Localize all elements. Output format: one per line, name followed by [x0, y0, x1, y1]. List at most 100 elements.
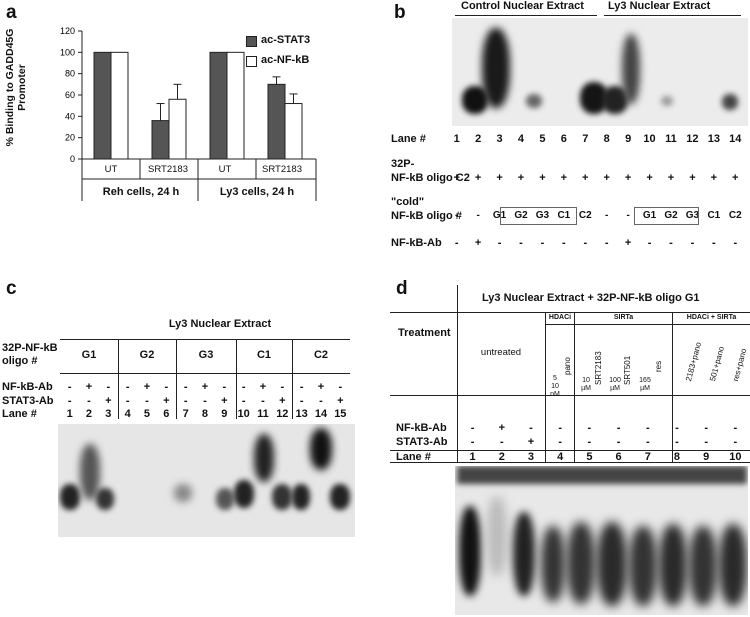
bar: [110, 51, 129, 160]
panel-b-cold-label-2: NF-kB oligo #: [391, 210, 462, 222]
panel-b-lane-label: Lane #: [391, 133, 426, 145]
stat3-ab-mark: -: [675, 436, 679, 448]
stat3-ab-mark: -: [704, 436, 709, 448]
panel-c-lane-label: Lane #: [2, 408, 37, 420]
legend-swatch-stat3: [246, 36, 257, 47]
panel-c-group: G3: [198, 349, 214, 361]
y-tick-label: 20: [65, 133, 75, 143]
lane-number: 14: [314, 408, 328, 420]
cold-oligo-mark: -: [455, 210, 459, 221]
stat3-ab-mark: +: [279, 395, 286, 407]
probe-mark: +: [582, 172, 589, 184]
panel-b-header-right: Ly3 Nuclear Extract: [608, 0, 711, 12]
panel-c-group: G2: [139, 349, 155, 361]
lane-number: 11: [665, 133, 677, 145]
bar: [284, 103, 303, 160]
panel-c-letter: c: [6, 278, 17, 299]
stat3-ab-mark: +: [527, 436, 535, 448]
stat3-ab-mark: -: [558, 436, 563, 448]
nfkb-ab-mark: -: [280, 381, 285, 393]
lane-number: 7: [582, 133, 589, 145]
nfkb-ab-mark: -: [164, 381, 169, 393]
cold-oligo-mark: -: [605, 210, 609, 221]
panel-a-ylabel: % Binding to GADD45G Promoter: [4, 28, 28, 147]
lane-number: 12: [686, 133, 699, 145]
y-tick-label: 40: [65, 111, 75, 121]
probe-mark: +: [539, 172, 546, 184]
lane-number: 1: [66, 408, 73, 420]
probe-mark: +: [646, 172, 653, 184]
lane-number: 6: [615, 451, 622, 463]
nfkb-ab-mark: -: [106, 381, 111, 393]
panel-c-nfkb-ab-label: NF-kB-Ab: [2, 381, 53, 393]
lane-number: 1: [469, 451, 476, 463]
antibody-mark: -: [519, 237, 523, 249]
panel-d-letter: d: [396, 278, 408, 299]
panel-d-treatment: pano: [563, 357, 572, 375]
xtick-label: UT: [104, 164, 118, 175]
panel-c-oligo-label-1: 32P-NF-kB: [2, 342, 58, 354]
antibody-mark: -: [690, 237, 695, 249]
cold-oligo-mark: G2: [514, 210, 528, 221]
group-label: Reh cells, 24 h: [102, 186, 180, 198]
panel-d-sirta: SIRTa: [613, 314, 634, 321]
panel-c-group: C2: [313, 349, 329, 361]
nfkb-ab-mark: -: [704, 422, 709, 434]
y-tick-label: 100: [60, 47, 75, 57]
antibody-mark: +: [624, 237, 632, 249]
panel-d-treatment: 2183+pano: [684, 341, 704, 383]
nfkb-ab-mark: -: [675, 422, 679, 434]
stat3-ab-mark: -: [87, 395, 91, 407]
panel-d-hdaci-sirta: HDACi + SIRTa: [686, 314, 737, 321]
probe-mark: +: [603, 172, 610, 184]
lane-number: 10: [729, 451, 742, 463]
stat3-ab-mark: -: [241, 395, 246, 407]
panel-b-probe-label-1: 32P-: [391, 158, 415, 170]
nfkb-ab-mark: -: [241, 381, 246, 393]
lane-number: 6: [560, 133, 567, 145]
bar: [267, 83, 286, 160]
lane-number: 3: [527, 451, 535, 463]
lane-number: 2: [498, 451, 505, 463]
nfkb-ab-mark: +: [201, 381, 209, 393]
cold-oligo-mark: G1: [642, 210, 657, 221]
xtick-label: SRT2183: [262, 164, 302, 175]
group-label: Ly3 cells, 24 h: [219, 186, 295, 198]
nfkb-ab-mark: +: [317, 381, 325, 393]
lane-number: 15: [334, 408, 347, 420]
panel-b-gel: [452, 18, 748, 126]
lane-number: 3: [105, 408, 112, 420]
panel-d-treatment: res: [654, 360, 663, 372]
lane-number: 1: [453, 133, 460, 145]
panel-b-probe-label-2: NF-kB oligo C2: [391, 172, 470, 184]
xtick-label: SRT2183: [148, 164, 188, 175]
stat3-ab-mark: -: [145, 395, 149, 407]
panel-c-title: Ly3 Nuclear Extract: [168, 318, 272, 330]
nfkb-ab-mark: -: [616, 422, 621, 434]
cold-oligo-mark: G3: [535, 210, 550, 221]
lane-number: 14: [729, 133, 742, 145]
nfkb-ab-mark: -: [645, 422, 650, 434]
panel-b-header-left: Control Nuclear Extract: [461, 0, 584, 12]
lane-number: 7: [644, 451, 651, 463]
nfkb-ab-mark: +: [143, 381, 151, 393]
lane-number: 6: [163, 408, 170, 420]
cold-oligo-mark: G3: [685, 210, 700, 221]
nfkb-ab-mark: +: [85, 381, 93, 393]
nfkb-ab-mark: -: [587, 422, 592, 434]
legend-swatch-nfkb: [246, 56, 257, 67]
antibody-mark: -: [647, 237, 652, 249]
antibody-mark: -: [540, 237, 545, 249]
cold-oligo-mark: G1: [492, 210, 507, 221]
panel-d-title: Ly3 Nuclear Extract + 32P-NF-kB oligo G1: [482, 292, 700, 304]
stat3-ab-mark: +: [105, 395, 112, 407]
cold-oligo-mark: C1: [557, 210, 571, 221]
lane-number: 9: [221, 408, 228, 420]
panel-b-ab-label: NF-kB-Ab: [391, 237, 442, 249]
y-tick-label: 120: [60, 26, 75, 36]
probe-mark: +: [453, 172, 460, 184]
panel-d-treatment: 501+pano: [708, 345, 726, 383]
probe-mark: +: [689, 172, 696, 184]
nfkb-ab-mark: -: [67, 381, 72, 393]
panel-d-nfkb-ab-label: NF-kB-Ab: [396, 422, 447, 434]
